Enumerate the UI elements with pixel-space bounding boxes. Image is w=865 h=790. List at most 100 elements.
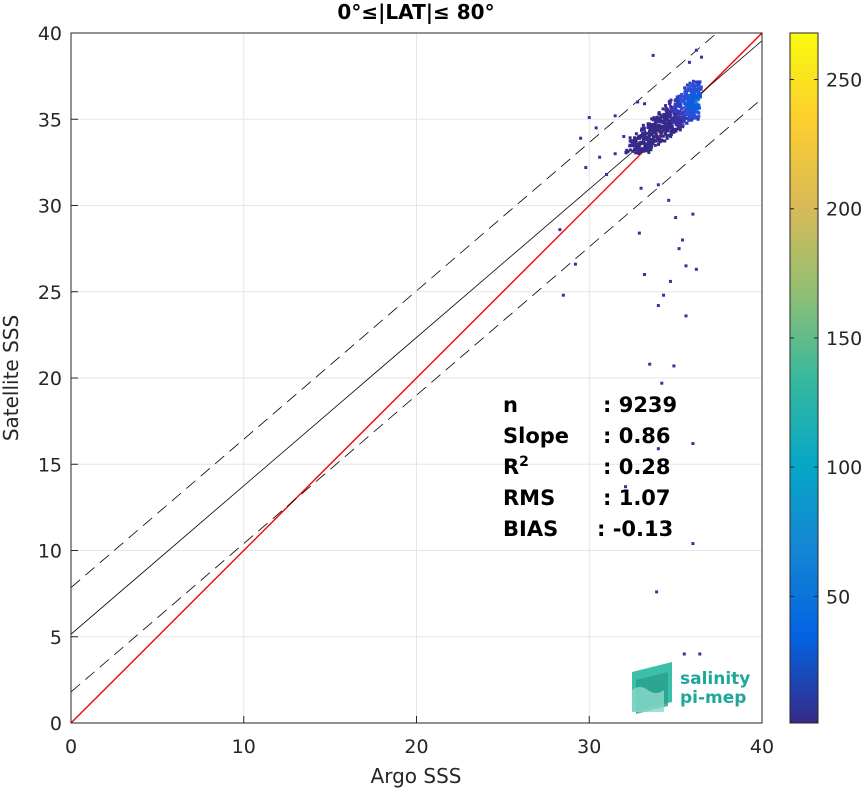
density-cell (642, 127, 646, 131)
outlier-point (579, 136, 583, 140)
density-cell (646, 144, 650, 148)
density-cell (683, 108, 687, 112)
density-cell (649, 148, 653, 152)
density-cell (653, 118, 657, 122)
density-cell (635, 145, 639, 149)
density-cell (653, 143, 657, 147)
density-cell (642, 149, 646, 153)
colorbar-tick-label: 200 (826, 199, 862, 221)
density-cell (654, 125, 658, 129)
density-cell (693, 107, 697, 111)
outlier-point (656, 183, 660, 187)
density-cell (688, 81, 692, 85)
density-cell (678, 96, 682, 100)
density-cell (681, 124, 685, 128)
density-cell (657, 126, 661, 130)
y-tick-label: 35 (38, 109, 62, 131)
density-cell (650, 138, 654, 142)
density-cell (694, 80, 698, 84)
density-cell (649, 139, 653, 143)
density-cell (688, 115, 692, 119)
density-cell (675, 95, 679, 99)
density-cell (691, 83, 695, 87)
density-cell (658, 119, 662, 123)
density-cell (680, 92, 684, 96)
outlier-point (656, 304, 660, 308)
density-cell (654, 129, 658, 133)
density-cell (666, 115, 670, 119)
density-cell (632, 144, 636, 148)
density-cell (680, 98, 684, 102)
density-cell (673, 102, 677, 106)
density-cell (660, 114, 664, 118)
density-cell (669, 123, 673, 127)
density-cell (639, 128, 643, 132)
density-cell (638, 142, 642, 146)
density-cell (685, 83, 689, 87)
density-cell (634, 140, 638, 144)
outlier-point (643, 273, 647, 276)
density-cell (695, 115, 699, 119)
density-cell (661, 129, 665, 133)
density-cell (699, 85, 703, 89)
density-cell (665, 118, 669, 122)
density-cell (668, 126, 672, 130)
density-cell (669, 98, 673, 102)
density-cell (638, 149, 642, 153)
stat-label: RMS (503, 486, 555, 510)
density-cell (646, 122, 650, 126)
density-cell (649, 143, 653, 147)
outlier-point (674, 216, 678, 220)
density-cell (663, 132, 667, 136)
density-cell (663, 116, 667, 120)
density-cell (628, 136, 632, 140)
outlier-point (660, 381, 664, 385)
density-cell (694, 110, 698, 114)
outlier-point (587, 116, 591, 120)
density-cell (664, 108, 668, 112)
density-cell (673, 113, 677, 117)
density-cell (686, 107, 690, 111)
outlier-point (691, 542, 695, 546)
density-cell (649, 132, 653, 136)
density-cell (666, 113, 670, 117)
density-cell (665, 134, 669, 138)
outlier-point (672, 364, 676, 368)
density-cell (689, 98, 693, 102)
outlier-point (684, 314, 688, 318)
density-cell (669, 119, 673, 123)
density-cell (688, 108, 692, 112)
density-cell (690, 106, 694, 110)
outlier-point (561, 293, 565, 297)
density-cell (696, 86, 700, 90)
outlier-point (624, 485, 628, 489)
density-cell (653, 121, 657, 125)
density-cell (688, 84, 692, 88)
outlier-point (598, 155, 602, 159)
density-cell (659, 125, 663, 129)
outlier-point (696, 117, 700, 121)
density-cell (646, 126, 650, 130)
density-cell (693, 116, 697, 120)
density-cell (670, 105, 674, 109)
y-tick-label: 10 (38, 541, 62, 563)
density-cell (692, 88, 696, 92)
density-cell (637, 134, 641, 138)
y-tick-label: 25 (38, 282, 62, 304)
density-cell (641, 136, 645, 140)
colorbar-tick-label: 50 (826, 586, 850, 608)
x-tick-label: 40 (750, 736, 774, 758)
density-cell (643, 145, 647, 149)
density-cell (647, 143, 651, 147)
density-cell (687, 118, 691, 122)
stat-value: : 0.86 (603, 424, 671, 448)
density-cell (674, 119, 678, 123)
density-cell (641, 132, 645, 136)
density-cell (668, 113, 672, 117)
density-cell (679, 102, 683, 106)
density-cell (651, 135, 655, 139)
density-cell (672, 127, 676, 131)
density-cell (646, 149, 650, 153)
density-cell (684, 102, 688, 106)
density-cell (677, 97, 681, 101)
